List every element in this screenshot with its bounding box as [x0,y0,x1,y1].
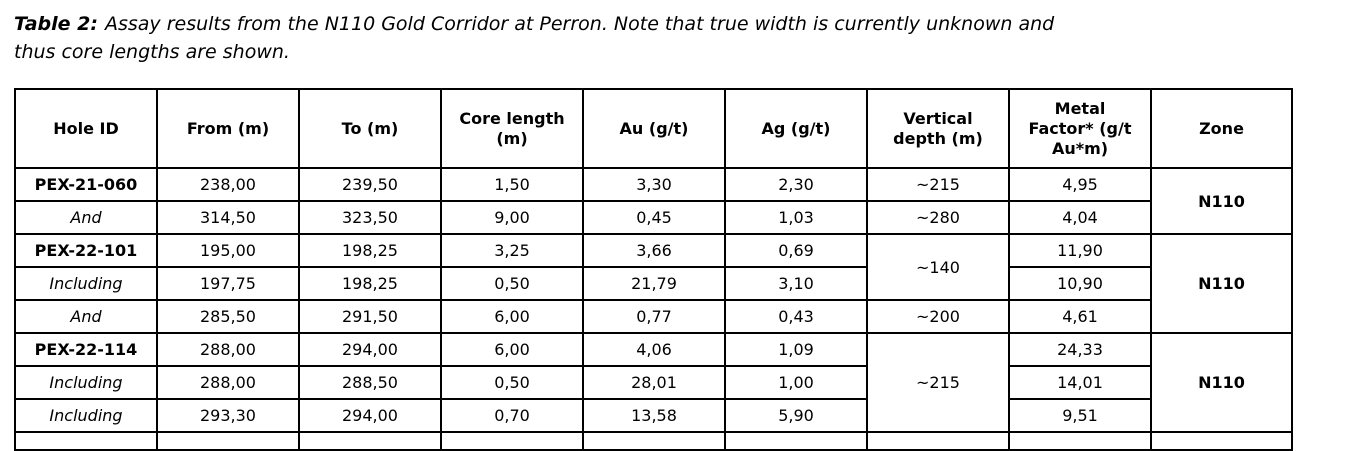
cell-core-length: 0,70 [440,398,584,433]
cell-au: 0,45 [582,200,726,235]
header-row: Hole ID From (m) To (m) Core length (m) … [14,88,1293,169]
cell-to: 288,50 [298,365,442,400]
cell-from: 314,50 [156,200,300,235]
cell-metal-factor: 10,90 [1008,266,1152,301]
cell-hole-id: Including [14,365,158,400]
cell-core-length: 1,50 [440,167,584,202]
col-header-au: Au (g/t) [582,88,726,169]
table-row: Including 293,30 294,00 0,70 13,58 5,90 … [14,398,1292,433]
col-header-core-length: Core length (m) [440,88,584,169]
cell-ag: 5,90 [724,398,868,433]
cell-au: 21,79 [582,266,726,301]
cell-to: 323,50 [298,200,442,235]
cell-core-length [440,431,584,451]
cell-to: 198,25 [298,266,442,301]
cell-to: 294,00 [298,332,442,367]
cell-to: 239,50 [298,167,442,202]
cell-from: 238,00 [156,167,300,202]
cell-from: 288,00 [156,332,300,367]
cell-vertical-depth: ~280 [866,200,1010,235]
cell-ag: 1,03 [724,200,868,235]
cell-metal-factor: 24,33 [1008,332,1152,367]
cell-hole-id: PEX-22-101 [14,233,158,268]
cell-ag: 1,00 [724,365,868,400]
cell-hole-id: Including [14,266,158,301]
cell-hole-id: And [14,299,158,334]
cell-core-length: 0,50 [440,365,584,400]
cell-au: 3,66 [582,233,726,268]
table-row: PEX-22-114 288,00 294,00 6,00 4,06 1,09 … [14,332,1293,433]
cell-hole-id: PEX-22-114 [14,332,158,367]
caption-label: Table 2: [14,13,98,35]
cell-vertical-depth: ~140 [866,233,1010,301]
col-header-zone: Zone [1150,88,1293,169]
caption-text-line2: thus core lengths are shown. [14,41,290,63]
col-header-from: From (m) [156,88,300,169]
cell-metal-factor: 4,95 [1008,167,1152,202]
cell-zone: N110 [1150,233,1293,334]
cell-to [298,431,442,451]
col-header-hole-id: Hole ID [14,88,158,169]
cell-au: 3,30 [582,167,726,202]
cell-au [582,431,726,451]
cell-zone: N110 [1150,167,1293,235]
cell-au: 0,77 [582,299,726,334]
cell-core-length: 6,00 [440,299,584,334]
cell-vertical-depth: ~215 [866,332,1010,433]
table-row: And 285,50 291,50 6,00 0,77 0,43 ~200 4,… [14,299,1292,334]
cell-ag: 1,09 [724,332,868,367]
cell-to: 198,25 [298,233,442,268]
col-header-ag: Ag (g/t) [724,88,868,169]
cell-zone [1150,431,1293,451]
cell-au: 13,58 [582,398,726,433]
cell-metal-factor: 9,51 [1008,398,1152,433]
table-row: And 314,50 323,50 9,00 0,45 1,03 ~280 4,… [14,200,1292,235]
cell-zone: N110 [1150,332,1293,433]
cell-vertical-depth [866,431,1010,451]
table-row: Including 288,00 288,50 0,50 28,01 1,00 … [14,365,1292,400]
document-page: Table 2: Assay results from the N110 Gold… [0,10,1349,451]
cell-ag: 3,10 [724,266,868,301]
table-row: Including 197,75 198,25 0,50 21,79 3,10 … [14,266,1292,301]
cell-ag: 0,69 [724,233,868,268]
col-header-metal-factor: Metal Factor* (g/t Au*m) [1008,88,1152,169]
cell-core-length: 9,00 [440,200,584,235]
cell-au: 4,06 [582,332,726,367]
cell-ag: 2,30 [724,167,868,202]
cell-hole-id [14,431,158,451]
table-caption: Table 2: Assay results from the N110 Gold… [14,10,1335,66]
cell-metal-factor [1008,431,1152,451]
cell-metal-factor: 4,04 [1008,200,1152,235]
cell-vertical-depth: ~200 [866,299,1010,334]
cell-hole-id: Including [14,398,158,433]
cell-metal-factor: 11,90 [1008,233,1152,268]
cell-from: 197,75 [156,266,300,301]
cell-core-length: 6,00 [440,332,584,367]
cell-metal-factor: 4,61 [1008,299,1152,334]
cell-au: 28,01 [582,365,726,400]
cell-from [156,431,300,451]
table-row: PEX-21-060 238,00 239,50 1,50 3,30 2,30 … [14,167,1293,235]
caption-text-line1: Assay results from the N110 Gold Corrido… [104,13,1055,35]
cell-metal-factor: 14,01 [1008,365,1152,400]
cell-from: 195,00 [156,233,300,268]
cell-from: 288,00 [156,365,300,400]
cell-vertical-depth: ~215 [866,167,1010,202]
cell-core-length: 0,50 [440,266,584,301]
col-header-vertical-depth: Vertical depth (m) [866,88,1010,169]
col-header-to: To (m) [298,88,442,169]
cell-to: 294,00 [298,398,442,433]
cell-ag: 0,43 [724,299,868,334]
assay-results-table: Hole ID From (m) To (m) Core length (m) … [14,88,1293,451]
cell-hole-id: And [14,200,158,235]
cell-to: 291,50 [298,299,442,334]
table-row: PEX-22-101 195,00 198,25 3,25 3,66 0,69 … [14,233,1293,334]
table-row-cutoff [14,431,1293,451]
cell-ag [724,431,868,451]
cell-from: 293,30 [156,398,300,433]
cell-core-length: 3,25 [440,233,584,268]
cell-from: 285,50 [156,299,300,334]
cell-hole-id: PEX-21-060 [14,167,158,202]
